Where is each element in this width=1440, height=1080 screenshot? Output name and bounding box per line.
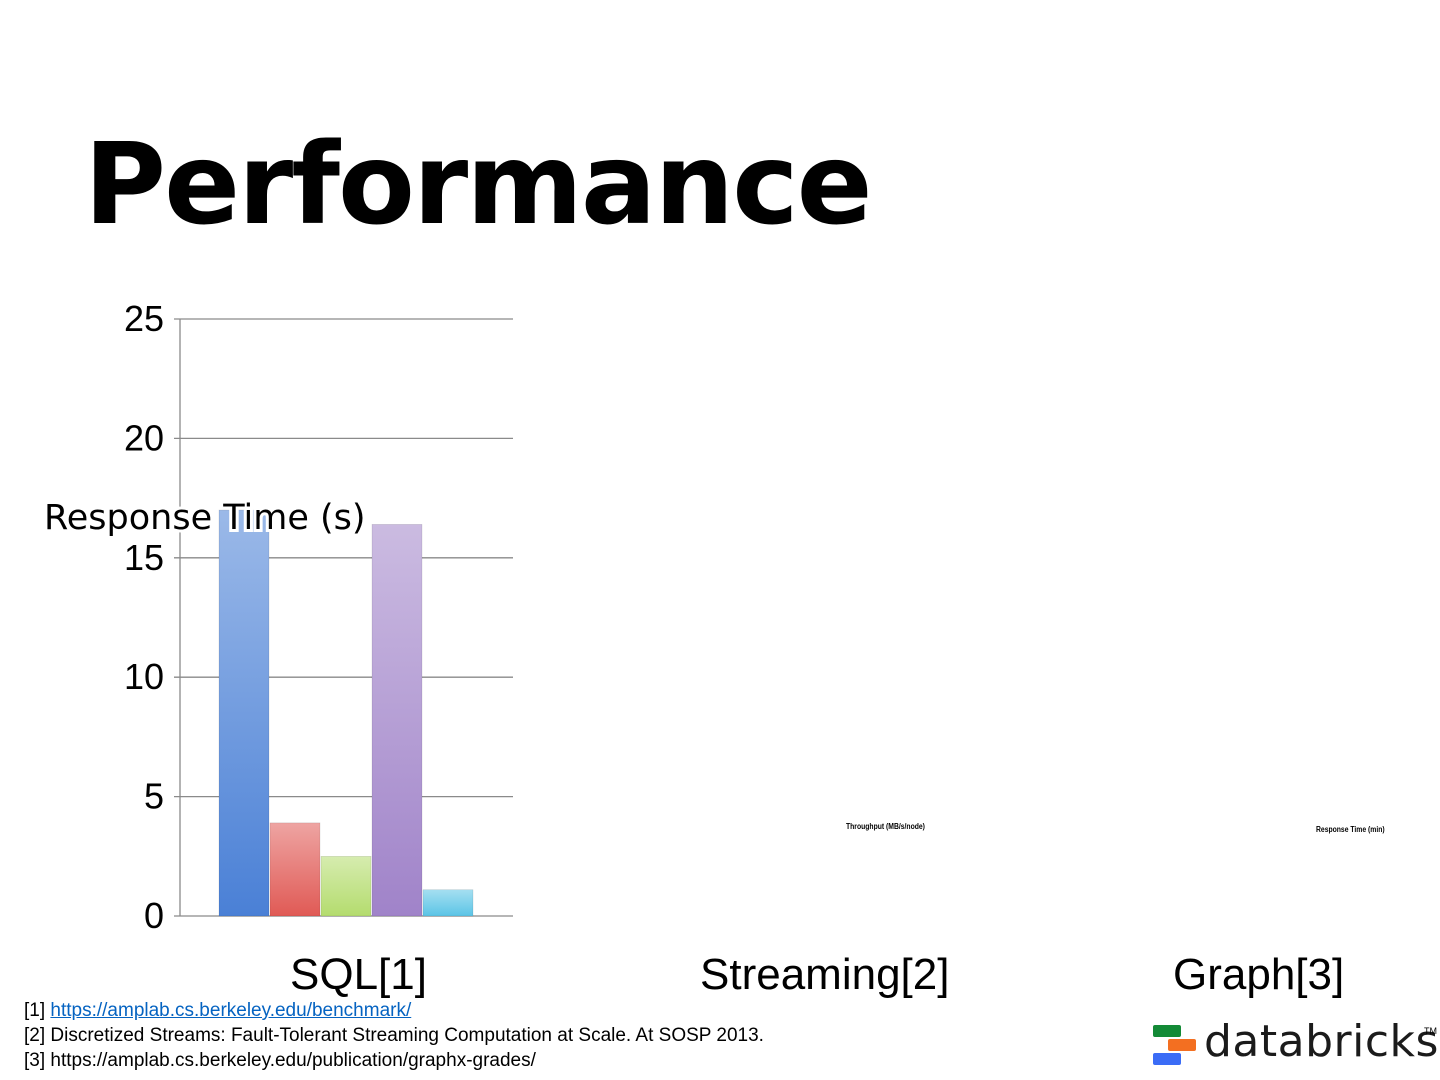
- bar-series-2: [269, 822, 321, 917]
- logo-bar-green: [1153, 1025, 1181, 1037]
- databricks-logo: databricks TM: [1152, 1016, 1438, 1072]
- bar-series-4: [371, 524, 423, 917]
- y-tick-label: 0: [144, 895, 164, 936]
- footnote-3: [3] https://amplab.cs.berkeley.edu/publi…: [24, 1048, 764, 1073]
- y-tick-label: 5: [144, 776, 164, 817]
- graph-y-axis-label: Response Time (min): [1316, 825, 1385, 834]
- x-label-graph: Graph[3]: [1173, 950, 1345, 999]
- y-axis-label: Response Time (s): [44, 498, 366, 538]
- logo-trademark: TM: [1424, 1026, 1437, 1036]
- x-label-sql: SQL[1]: [290, 950, 427, 999]
- footnote-text: Discretized Streams: Fault-Tolerant Stre…: [50, 1025, 764, 1046]
- footnotes: [1] https://amplab.cs.berkeley.edu/bench…: [24, 998, 764, 1073]
- y-tick-label: 10: [124, 656, 164, 697]
- footnote-1: [1] https://amplab.cs.berkeley.edu/bench…: [24, 998, 764, 1023]
- footnote-text: https://amplab.cs.berkeley.edu/publicati…: [50, 1050, 536, 1071]
- logo-bar-orange: [1168, 1039, 1196, 1051]
- y-tick-label: 25: [124, 298, 164, 339]
- footnote-marker: [2]: [24, 1025, 46, 1046]
- logo-wordmark: databricks: [1204, 1016, 1439, 1067]
- footnote-marker: [1]: [24, 1000, 46, 1021]
- footnote-marker: [3]: [24, 1050, 46, 1071]
- streaming-y-axis-label: Throughput (MB/s/node): [846, 822, 925, 831]
- bar-series-3: [320, 855, 372, 917]
- bar-series-5: [422, 889, 474, 917]
- y-tick-label: 20: [124, 417, 164, 458]
- slide-title: Performance: [84, 120, 873, 250]
- y-tick-label: 15: [124, 537, 164, 578]
- bar-series-1: [218, 509, 270, 917]
- x-label-streaming: Streaming[2]: [700, 950, 950, 999]
- footnote-2: [2] Discretized Streams: Fault-Tolerant …: [24, 1023, 764, 1048]
- benchmark-link[interactable]: https://amplab.cs.berkeley.edu/benchmark…: [50, 1000, 412, 1021]
- logo-bar-blue: [1153, 1053, 1181, 1065]
